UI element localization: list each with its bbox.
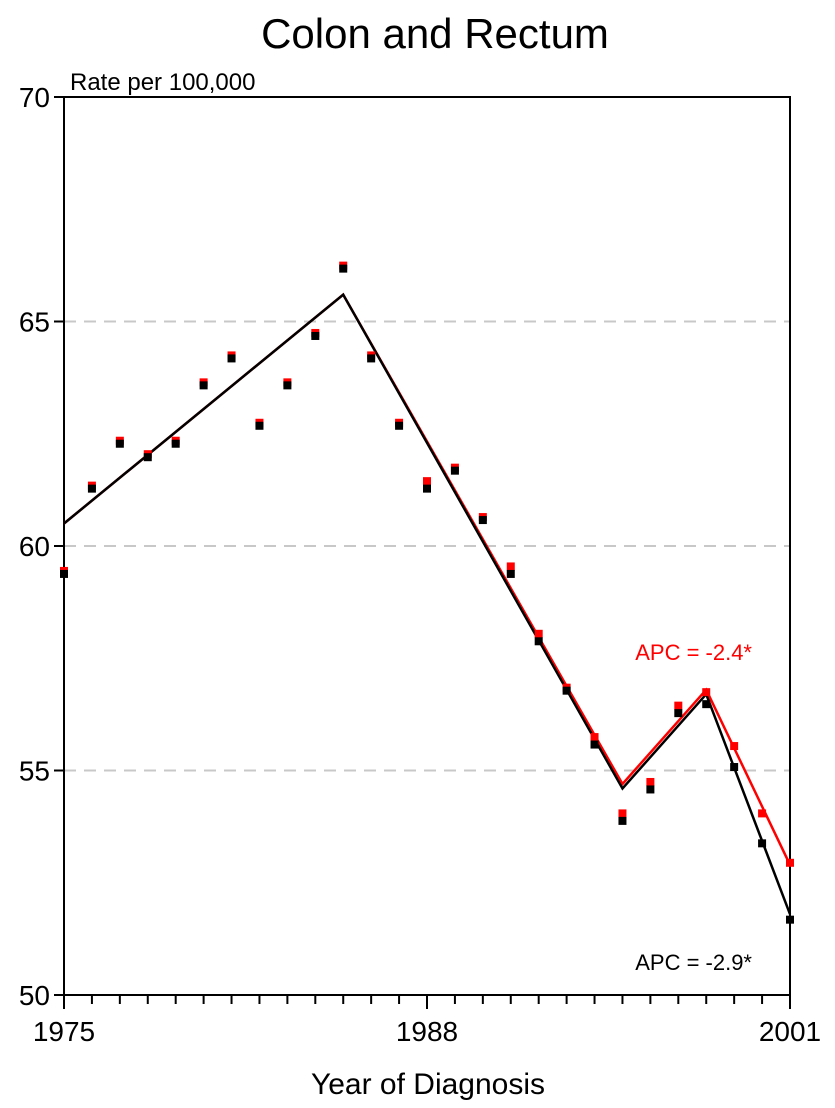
data-point-series-2-2001 — [786, 915, 794, 924]
axis-ticks: 1975 1988 2001 50 55 60 65 70 — [19, 82, 821, 1047]
data-point-series-2-1998 — [702, 700, 711, 709]
y-tick-label-65: 65 — [19, 307, 50, 338]
x-axis-label: Year of Diagnosis — [311, 1068, 545, 1101]
data-point-series-1-1999 — [730, 742, 739, 751]
data-point-series-2-1979 — [171, 439, 180, 448]
data-point-series-2-1981 — [227, 354, 236, 363]
x-tick-label-1988: 1988 — [396, 1016, 458, 1047]
data-point-series-2-1991 — [506, 569, 515, 578]
y-tick-label-55: 55 — [19, 756, 50, 787]
y-tick-label-60: 60 — [19, 531, 50, 562]
data-point-series-2-1980 — [199, 381, 208, 390]
data-point-series-2-1982 — [255, 421, 264, 430]
grid-lines — [64, 320, 790, 772]
data-point-series-2-1978 — [143, 453, 152, 462]
data-point-series-1-1991 — [506, 562, 515, 571]
fit-line-series-1 — [63, 292, 792, 866]
apc-annotation-series-2: APC = -2.9* — [635, 950, 752, 975]
data-point-series-1-1997 — [674, 701, 683, 710]
data-point-series-1-1998 — [702, 688, 711, 697]
data-point-series-2-1986 — [367, 354, 376, 363]
data-point-series-1-1995 — [618, 809, 627, 818]
data-points — [60, 261, 794, 924]
data-point-series-2-1999 — [730, 763, 739, 772]
data-point-series-2-1988 — [423, 484, 431, 493]
data-point-series-2-1976 — [87, 484, 96, 493]
data-point-series-2-1985 — [339, 264, 348, 273]
x-tick-label-1975: 1975 — [33, 1016, 95, 1047]
data-point-series-2-1996 — [646, 785, 655, 794]
data-point-series-2-2000 — [758, 839, 767, 848]
data-point-series-2-1990 — [478, 516, 487, 525]
x-tick-label-2001: 2001 — [759, 1016, 821, 1047]
annotations: APC = -2.4* APC = -2.9* — [635, 640, 752, 975]
data-point-series-1-2001 — [786, 858, 794, 867]
data-point-series-2-1983 — [283, 381, 292, 390]
data-point-series-1-1988 — [423, 477, 431, 486]
data-point-series-2-1997 — [674, 709, 683, 718]
data-point-series-2-1993 — [562, 686, 571, 695]
data-point-series-2-1989 — [450, 466, 459, 475]
y-tick-label-70: 70 — [19, 82, 50, 113]
data-point-series-2-1975 — [60, 569, 68, 578]
data-point-series-2-1977 — [115, 439, 124, 448]
data-point-series-1-2000 — [758, 809, 767, 818]
apc-annotation-series-1: APC = -2.4* — [635, 640, 752, 665]
data-point-series-2-1995 — [618, 816, 627, 825]
data-point-series-2-1994 — [590, 740, 599, 749]
data-point-series-1-1992 — [534, 629, 543, 638]
data-point-series-2-1987 — [395, 421, 404, 430]
fit-line-series-2 — [63, 292, 792, 915]
chart-title: Colon and Rectum — [261, 10, 609, 57]
fit-lines — [63, 292, 792, 915]
data-point-series-1-1994 — [590, 733, 599, 742]
data-point-series-1-1996 — [646, 777, 655, 786]
data-point-series-2-1992 — [534, 637, 543, 646]
y-tick-label-50: 50 — [19, 980, 50, 1011]
data-point-series-2-1984 — [311, 331, 320, 340]
y-axis-label: Rate per 100,000 — [70, 69, 255, 96]
